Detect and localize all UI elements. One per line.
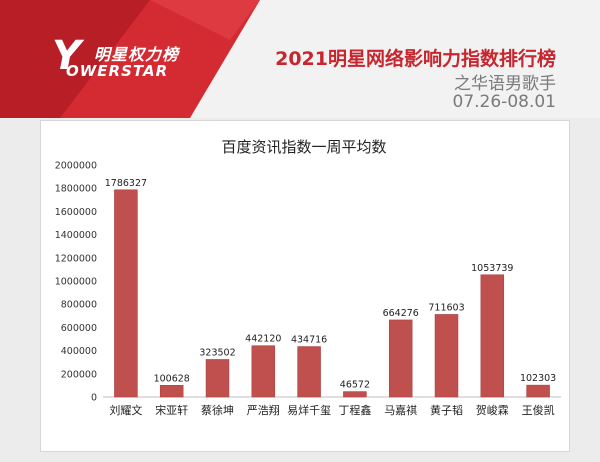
bars-group bbox=[114, 189, 550, 398]
y-tick-label: 1600000 bbox=[55, 207, 97, 218]
y-tick-label: 1000000 bbox=[55, 277, 97, 288]
bar bbox=[159, 385, 184, 398]
logo-text-top: 明星权力榜 bbox=[94, 45, 180, 64]
bar bbox=[480, 274, 505, 398]
bar bbox=[205, 359, 230, 398]
y-tick-label: 200000 bbox=[61, 369, 97, 380]
y-tick-label: 1400000 bbox=[55, 230, 97, 241]
x-tick-label: 蔡徐坤 bbox=[201, 403, 234, 417]
bar bbox=[388, 319, 413, 398]
bar bbox=[297, 346, 321, 398]
bar-chart: 百度资讯指数一周平均数 0 200000 400000 600000 800000 100… bbox=[55, 138, 561, 417]
x-tick-label: 易烊千玺 bbox=[287, 403, 331, 417]
bar bbox=[526, 384, 550, 398]
banner-graphic bbox=[0, 0, 600, 118]
header-banner: Y 明星权力榜 OWERSTAR 2021明星网络影响力指数排行榜 之华语男歌手… bbox=[0, 0, 600, 118]
bar-value-label: 1053739 bbox=[471, 263, 513, 274]
bar-value-label: 664276 bbox=[383, 308, 419, 319]
date-range: 07.26-08.01 bbox=[452, 92, 556, 112]
y-tick-label: 2000000 bbox=[55, 161, 97, 172]
bar bbox=[343, 391, 367, 398]
x-tick-label: 王俊凯 bbox=[522, 403, 555, 417]
y-tick-label: 800000 bbox=[61, 300, 97, 311]
x-tick-label: 丁程鑫 bbox=[338, 403, 371, 417]
chart-card: 百度资讯指数一周平均数 0 200000 400000 600000 800000 100… bbox=[40, 120, 570, 452]
y-tick-label: 1200000 bbox=[55, 253, 97, 264]
bar bbox=[114, 189, 138, 398]
bar-value-label: 442120 bbox=[245, 334, 281, 345]
x-tick-label: 贺峻霖 bbox=[476, 403, 509, 417]
y-tick-label: 0 bbox=[91, 393, 97, 404]
logo-letter: Y bbox=[52, 33, 81, 79]
logo-brand-text: OWERSTAR bbox=[66, 62, 169, 80]
x-tick-label: 宋亚轩 bbox=[155, 403, 188, 417]
bar-value-label: 711603 bbox=[428, 302, 464, 313]
x-tick-label: 严浩翔 bbox=[247, 403, 280, 417]
page-subtitle: 之华语男歌手 bbox=[454, 74, 556, 94]
bar-value-label: 434716 bbox=[291, 335, 327, 346]
y-tick-label: 600000 bbox=[61, 323, 97, 334]
x-tick-label: 马嘉祺 bbox=[384, 403, 417, 417]
bar-value-label: 102303 bbox=[520, 373, 556, 384]
bar-value-label: 100628 bbox=[154, 373, 190, 384]
x-labels-group: 刘耀文 宋亚轩 蔡徐坤 严浩翔 易烊千玺 丁程鑫 马嘉祺 黄子韬 贺峻霖 王俊凯 bbox=[109, 403, 554, 417]
y-axis: 0 200000 400000 600000 800000 1000000 1200000 1… bbox=[55, 161, 561, 404]
x-tick-label: 刘耀文 bbox=[109, 403, 142, 417]
y-tick-label: 1800000 bbox=[55, 184, 97, 195]
x-tick-label: 黄子韬 bbox=[430, 403, 463, 417]
bar-value-label: 323502 bbox=[199, 347, 235, 358]
bar-value-label: 46572 bbox=[340, 380, 370, 391]
bar-value-label: 1786327 bbox=[105, 178, 147, 189]
bar bbox=[434, 314, 459, 398]
page-title: 2021明星网络影响力指数排行榜 bbox=[275, 48, 556, 70]
value-labels-group: 1786327 100628 323502 442120 434716 46572 6642… bbox=[105, 178, 556, 391]
y-tick-label: 400000 bbox=[61, 346, 97, 357]
bar bbox=[251, 345, 276, 398]
chart-title: 百度资讯指数一周平均数 bbox=[221, 138, 386, 156]
